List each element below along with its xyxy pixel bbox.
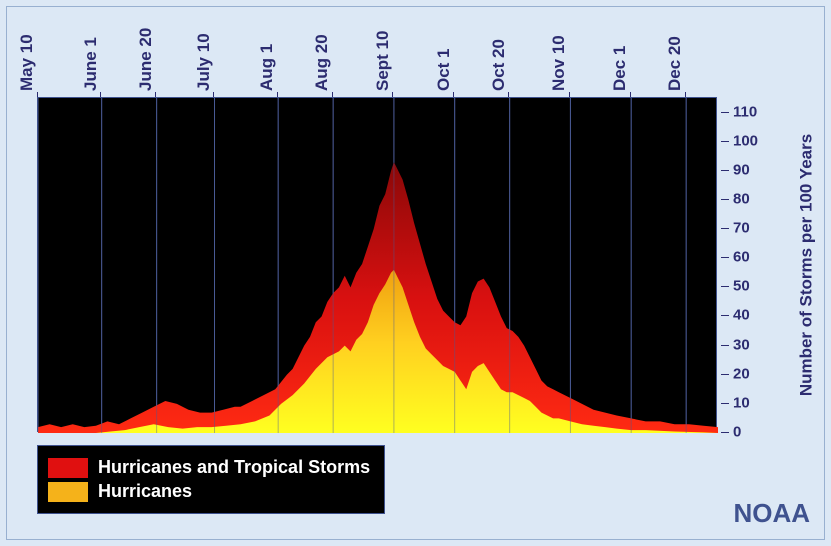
legend-swatch bbox=[48, 458, 88, 478]
y-tick-label: 50 bbox=[733, 278, 750, 295]
x-axis-labels: May 10June 1June 20July 10Aug 1Aug 20Sep… bbox=[37, 7, 717, 97]
y-tick-label: 100 bbox=[733, 132, 758, 149]
y-tick-mark bbox=[721, 374, 729, 375]
legend-label: Hurricanes and Tropical Storms bbox=[98, 457, 370, 478]
x-tick-label: May 10 bbox=[17, 34, 37, 91]
y-tick-mark bbox=[721, 315, 729, 316]
y-tick-mark bbox=[721, 170, 729, 171]
x-tick-label: June 1 bbox=[81, 37, 101, 91]
y-tick-mark bbox=[721, 228, 729, 229]
y-tick-mark bbox=[721, 286, 729, 287]
y-tick-label: 30 bbox=[733, 336, 750, 353]
x-tick-label: Nov 10 bbox=[549, 35, 569, 91]
y-tick-label: 110 bbox=[733, 103, 757, 120]
y-tick-mark bbox=[721, 432, 729, 433]
y-axis-labels: 0102030405060708090100110 bbox=[721, 97, 771, 432]
x-tick-label: Aug 1 bbox=[257, 44, 277, 91]
y-tick-label: 40 bbox=[733, 307, 750, 324]
y-tick-mark bbox=[721, 345, 729, 346]
x-tick-label: July 10 bbox=[194, 33, 214, 91]
legend: Hurricanes and Tropical Storms Hurricanes bbox=[37, 445, 385, 514]
y-tick-label: 60 bbox=[733, 249, 750, 266]
y-tick-mark bbox=[721, 199, 729, 200]
x-tick-label: Sept 10 bbox=[373, 31, 393, 91]
x-tick-label: Oct 20 bbox=[489, 39, 509, 91]
y-tick-mark bbox=[721, 112, 729, 113]
x-tick-label: Aug 20 bbox=[312, 34, 332, 91]
y-tick-mark bbox=[721, 403, 729, 404]
x-tick-label: June 20 bbox=[136, 28, 156, 91]
x-tick-label: Dec 20 bbox=[665, 36, 685, 91]
chart-svg bbox=[38, 98, 718, 433]
chart-container: May 10 June 1 June 20 July 10 Aug 1 Aug 20 Sep… bbox=[6, 6, 825, 540]
y-tick-label: 20 bbox=[733, 365, 750, 382]
x-tick-label: Dec 1 bbox=[610, 46, 630, 91]
attribution: NOAA bbox=[733, 498, 810, 529]
y-tick-label: 70 bbox=[733, 220, 750, 237]
y-tick-label: 80 bbox=[733, 190, 750, 207]
plot-area bbox=[37, 97, 717, 432]
legend-item: Hurricanes bbox=[48, 481, 370, 502]
y-axis-title: Number of Storms per 100 Years bbox=[796, 134, 816, 396]
legend-item: Hurricanes and Tropical Storms bbox=[48, 457, 370, 478]
x-tick-label: Oct 1 bbox=[434, 48, 454, 91]
y-tick-label: 10 bbox=[733, 394, 750, 411]
legend-label: Hurricanes bbox=[98, 481, 192, 502]
y-tick-mark bbox=[721, 257, 729, 258]
legend-swatch bbox=[48, 482, 88, 502]
y-tick-label: 90 bbox=[733, 161, 750, 178]
y-tick-label: 0 bbox=[733, 424, 741, 441]
y-tick-mark bbox=[721, 141, 729, 142]
